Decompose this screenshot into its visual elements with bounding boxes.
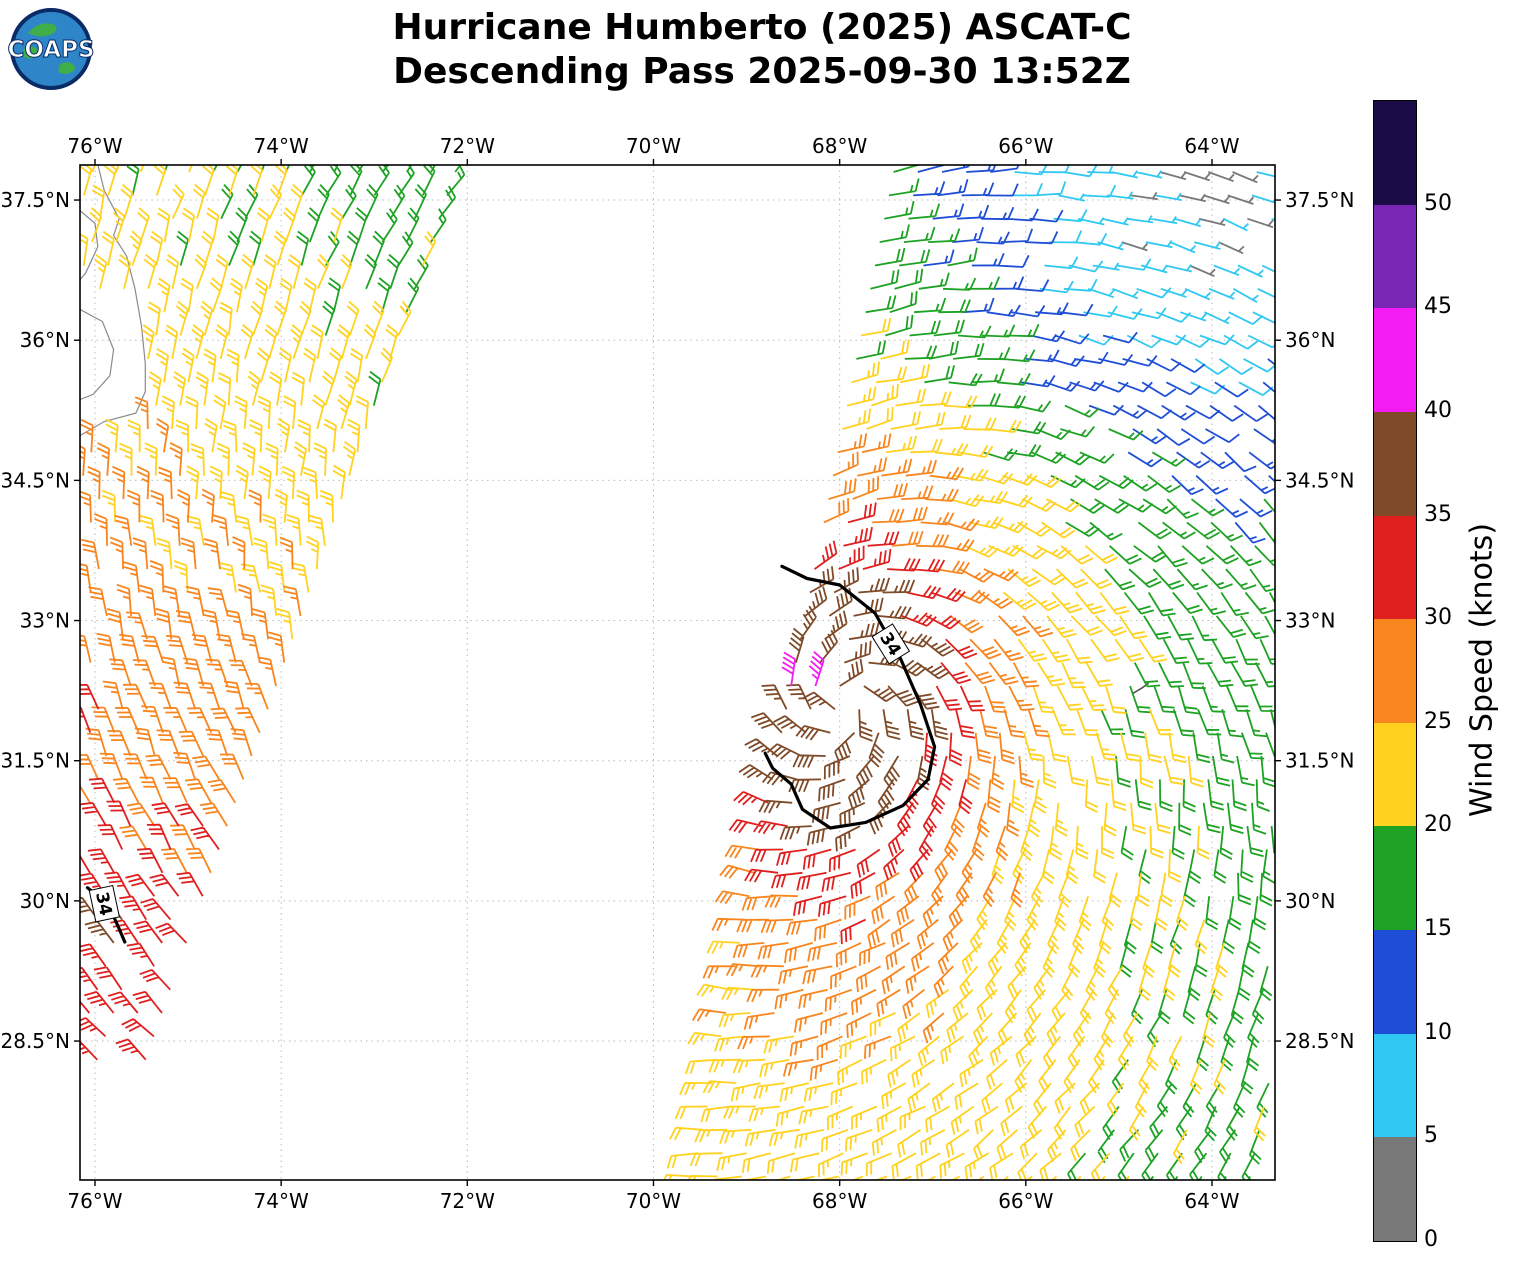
chart-title-line2: Descending Pass 2025-09-30 13:52Z xyxy=(393,50,1131,92)
lon-tick-label-bottom: 64°W xyxy=(1184,1189,1239,1213)
lat-tick-label-right: 36°N xyxy=(1285,328,1335,352)
colorbar-tick-label: 45 xyxy=(1424,294,1452,320)
contour-label-0: 34 xyxy=(871,623,911,665)
colorbar-bin-40-45 xyxy=(1374,307,1416,412)
colorbar-tick-label: 5 xyxy=(1424,1123,1438,1149)
chart-title: Hurricane Humberto (2025) ASCAT-C Descen… xyxy=(392,6,1131,94)
svg-text:34: 34 xyxy=(91,890,116,917)
colorbar-tick-label: 15 xyxy=(1424,916,1452,942)
lat-tick-label-left: 28.5°N xyxy=(1,1029,71,1053)
axis-ticks xyxy=(74,159,1281,1186)
lon-tick-label-bottom: 72°W xyxy=(440,1189,495,1213)
lat-tick-label-right: 31.5°N xyxy=(1285,749,1355,773)
colorbar-tick-label: 40 xyxy=(1424,397,1452,423)
wind-barbs-bin-15-20kt xyxy=(126,165,1275,1180)
colorbar-tick-label: 35 xyxy=(1424,501,1452,527)
lon-tick-label-top: 70°W xyxy=(626,134,681,158)
wind-barbs-bin-35-40kt xyxy=(80,566,955,944)
lat-tick-label-left: 34.5°N xyxy=(1,468,71,492)
coaps-logo-globe: COAPS xyxy=(7,8,95,90)
colorbar-axis-label: Wind Speed (knots) xyxy=(1464,522,1500,818)
lon-tick-label-bottom: 70°W xyxy=(626,1189,681,1213)
lat-tick-label-right: 37.5°N xyxy=(1285,188,1355,212)
lat-tick-label-right: 34.5°N xyxy=(1285,468,1355,492)
colorbar-bin-30-35 xyxy=(1374,515,1416,620)
lon-tick-label-bottom: 66°W xyxy=(998,1189,1053,1213)
coaps-logo-text: COAPS xyxy=(8,37,94,63)
axis-labels: 76°W 76°W 74°W 74°W 72°W 72°W 70°W 70°W 68°W 68°W… xyxy=(1,134,1355,1213)
lat-tick-label-right: 28.5°N xyxy=(1285,1029,1355,1053)
colorbar-bin-25-30 xyxy=(1374,618,1416,723)
lon-tick-label-top: 64°W xyxy=(1184,134,1239,158)
colorbar-tick-label: 10 xyxy=(1424,1019,1452,1045)
colorbar-bin-20-25 xyxy=(1374,722,1416,827)
colorbar-bin-10-15 xyxy=(1374,929,1416,1034)
wind-barbs-layer xyxy=(80,165,1275,1180)
globe-land-west xyxy=(23,46,39,59)
wind-barbs-bin-10-15kt xyxy=(913,165,1275,544)
gridlines xyxy=(80,165,1275,1180)
contour-label-1: 34 xyxy=(88,884,120,923)
colorbar-tick-label: 20 xyxy=(1424,812,1452,838)
wind-barbs-bin-40-45kt xyxy=(781,651,825,687)
lat-tick-label-left: 36°N xyxy=(20,328,70,352)
colorbar-tick-label: 50 xyxy=(1424,190,1452,216)
colorbar-bin-45-50 xyxy=(1374,204,1416,309)
colorbar-bin-15-20 xyxy=(1374,825,1416,931)
colorbar-bin-0-5 xyxy=(1374,1136,1416,1241)
colorbar-bin-5-10 xyxy=(1374,1033,1416,1138)
chart-title-line1: Hurricane Humberto (2025) ASCAT-C xyxy=(392,7,1132,48)
wind-barbs-bin-25-30kt xyxy=(80,396,1054,1081)
lon-tick-label-top: 76°W xyxy=(67,134,122,158)
lon-tick-label-top: 66°W xyxy=(998,134,1053,158)
lat-tick-label-left: 30°N xyxy=(20,889,70,913)
colorbar-bin-50-55 xyxy=(1374,100,1416,205)
lon-tick-label-top: 72°W xyxy=(440,134,495,158)
lon-tick-label-bottom: 76°W xyxy=(67,1189,122,1213)
contour-34kt-0 xyxy=(763,564,937,830)
colorbar-bin-35-40 xyxy=(1374,411,1416,516)
wind-radius-contours: 34 34 xyxy=(85,564,937,944)
lon-tick-label-bottom: 68°W xyxy=(812,1189,867,1213)
colorbar xyxy=(1373,100,1417,1242)
wind-barbs-bin-20-25kt xyxy=(80,165,1266,1180)
colorbar-tick-label: 0 xyxy=(1424,1227,1438,1252)
globe-land-north xyxy=(28,23,57,37)
lat-tick-label-left: 31.5°N xyxy=(1,749,71,773)
lon-tick-label-bottom: 74°W xyxy=(254,1189,309,1213)
plot-frame xyxy=(79,164,1276,1181)
coaps-logo: COAPS xyxy=(7,6,95,92)
lat-tick-label-right: 30°N xyxy=(1285,889,1335,913)
lat-tick-label-left: 37.5°N xyxy=(1,188,71,212)
lat-tick-label-right: 33°N xyxy=(1285,609,1335,633)
wind-barbs-bin-0-5kt xyxy=(1121,171,1274,278)
lat-tick-label-left: 33°N xyxy=(20,609,70,633)
colorbar-tick-label: 25 xyxy=(1424,708,1452,734)
lon-tick-label-top: 68°W xyxy=(812,134,867,158)
lon-tick-label-top: 74°W xyxy=(254,134,309,158)
colorbar-tick-label: 30 xyxy=(1424,605,1452,631)
globe-land-south xyxy=(58,62,75,74)
wind-barbs-bin-5-10kt xyxy=(1010,165,1275,396)
